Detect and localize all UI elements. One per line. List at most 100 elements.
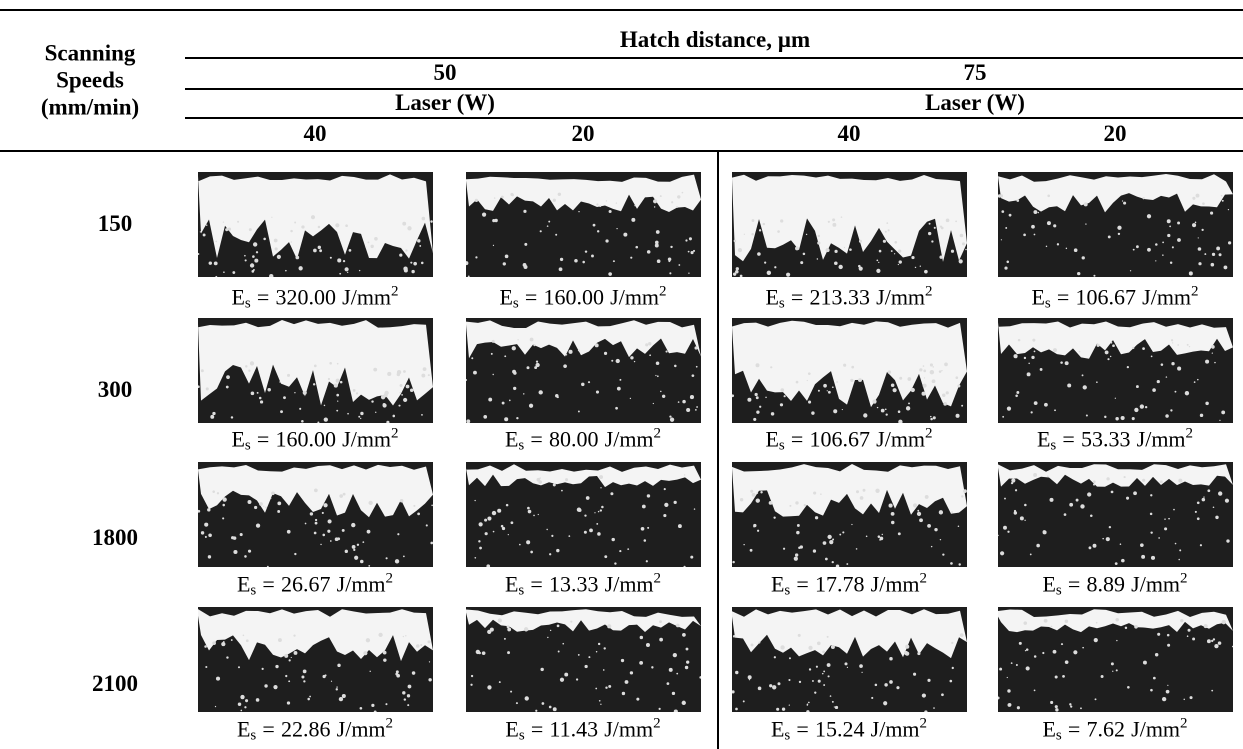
speck (498, 681, 501, 684)
speck (892, 388, 897, 393)
speck (955, 413, 960, 418)
speck (555, 394, 559, 398)
speck (888, 503, 893, 508)
speck (264, 684, 268, 688)
speck (798, 680, 802, 684)
speck (252, 268, 255, 271)
speck (676, 672, 679, 675)
speck (1150, 531, 1153, 534)
speck (1155, 260, 1157, 262)
speck (999, 194, 1004, 198)
speck (1172, 342, 1174, 344)
speck (1013, 354, 1018, 359)
speck (546, 528, 548, 531)
speck (855, 548, 858, 550)
speck (1049, 497, 1054, 502)
speck (885, 413, 888, 416)
speck (1150, 355, 1153, 358)
micrograph (732, 172, 967, 277)
speck (1080, 504, 1085, 509)
caption-unit: J/mm (1136, 426, 1186, 452)
speck (834, 705, 839, 710)
speck (1167, 643, 1171, 647)
speck (370, 244, 374, 249)
speck (255, 698, 260, 702)
speck (1075, 498, 1079, 502)
speck (753, 417, 757, 422)
caption-subscript: s (518, 727, 525, 744)
speck (466, 419, 471, 423)
speck (838, 264, 843, 270)
speck (1036, 543, 1040, 548)
caption-equals: = (256, 284, 270, 310)
melt-region (198, 320, 433, 406)
speck (1109, 355, 1112, 358)
speck (1081, 374, 1084, 377)
caption-unit: J/mm (1131, 571, 1181, 597)
speck (1031, 224, 1035, 229)
energy-caption: Es = 13.33 J/mm2 (505, 571, 661, 600)
speck (524, 242, 528, 246)
speck (548, 220, 551, 223)
speck (1215, 515, 1219, 520)
row-header: Scanning Speeds (mm/min) (41, 40, 139, 121)
speck (1080, 707, 1082, 710)
energy-caption: Es = 320.00 J/mm2 (231, 284, 398, 313)
speck (519, 543, 521, 546)
speck (940, 226, 944, 230)
speck (535, 709, 538, 712)
speck (1140, 543, 1144, 548)
speck (585, 496, 590, 500)
speck (1046, 221, 1051, 226)
speck (397, 533, 400, 536)
speck (863, 413, 868, 418)
speck (492, 219, 496, 223)
speck (247, 549, 252, 553)
micrograph (466, 318, 701, 423)
speck (815, 665, 818, 668)
caption-subscript: s (250, 727, 257, 744)
speck (405, 249, 408, 252)
energy-caption: Es = 160.00 J/mm2 (499, 284, 666, 313)
speck (660, 390, 662, 393)
speck (1162, 241, 1164, 244)
speck (938, 370, 942, 373)
caption-superscript: 2 (653, 715, 661, 732)
speck (923, 369, 927, 373)
caption-subscript: s (1055, 727, 1062, 744)
speck (942, 393, 946, 397)
speck (314, 521, 318, 525)
speck (1073, 248, 1078, 253)
energy-caption: Es = 213.33 J/mm2 (765, 284, 932, 313)
speck (1007, 530, 1010, 533)
speck (1217, 641, 1222, 645)
speck (244, 254, 246, 257)
speck (587, 381, 591, 384)
speck (583, 530, 587, 534)
speck (428, 678, 432, 682)
speck (823, 670, 826, 673)
speck (766, 270, 772, 276)
speck (658, 707, 661, 710)
speck (599, 509, 603, 512)
speck (363, 651, 368, 656)
speck (1120, 416, 1125, 421)
speck (588, 656, 591, 659)
speck (232, 271, 236, 274)
speck (230, 639, 233, 641)
row-header-line: Speeds (56, 67, 124, 93)
speck (1088, 546, 1092, 550)
speck (339, 380, 343, 384)
speck (483, 415, 488, 419)
speck (886, 222, 889, 225)
speck (841, 408, 843, 411)
speck (516, 416, 519, 420)
speck (517, 339, 519, 341)
speck (1136, 245, 1139, 249)
speck (645, 343, 649, 347)
speck (663, 513, 667, 518)
speck (890, 383, 895, 388)
speck (596, 230, 600, 233)
speck (747, 397, 752, 402)
speck (398, 404, 401, 407)
